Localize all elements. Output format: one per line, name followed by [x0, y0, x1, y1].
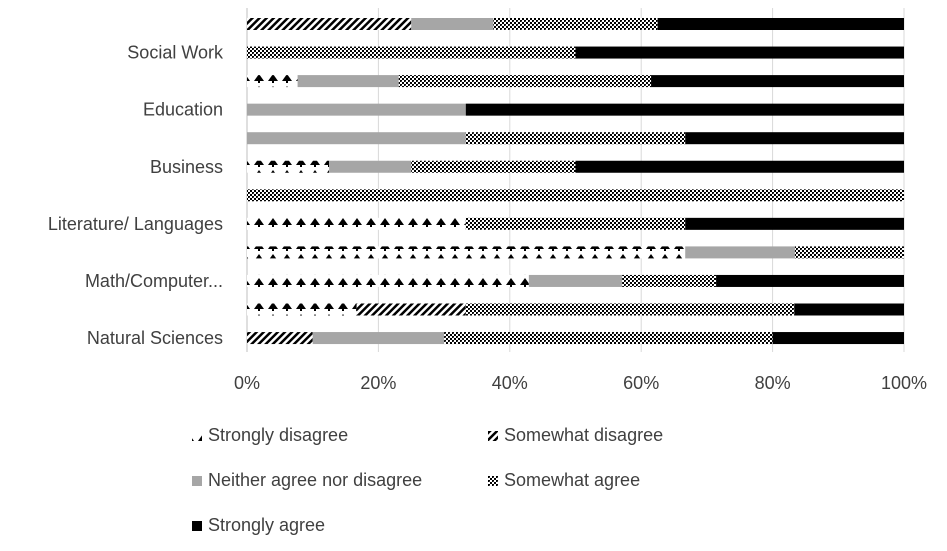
bar-segment-strongly-agree	[657, 18, 904, 30]
bar-segment-strongly-agree	[794, 303, 904, 316]
x-tick-label: 80%	[755, 373, 791, 393]
bar-segment-somewhat-agree	[444, 332, 773, 345]
category-label: Math/Computer...	[85, 271, 223, 291]
bar-segment-neither-agree-nor-disagree	[247, 103, 466, 116]
bar-segment-neither-agree-nor-disagree	[312, 332, 445, 345]
bar-segment-strongly-agree	[651, 75, 904, 88]
legend-swatch	[488, 431, 498, 441]
bar-segment-somewhat-agree	[411, 160, 576, 173]
bar-segment-somewhat-agree	[465, 132, 686, 145]
legend-swatch	[192, 476, 202, 486]
bar-segment-strongly-disagree	[247, 75, 298, 88]
bar-segment-somewhat-agree	[398, 75, 652, 88]
bar-segment-somewhat-agree	[247, 189, 904, 202]
bar-segment-strongly-disagree	[247, 160, 330, 173]
bar-segment-somewhat-agree	[794, 246, 904, 259]
bar-segment-somewhat-agree	[465, 303, 795, 316]
bar-segment-neither-agree-nor-disagree	[528, 274, 623, 287]
x-tick-label: 0%	[234, 373, 260, 393]
bar-segment-strongly-disagree	[247, 217, 466, 230]
bar-segment-strongly-disagree	[247, 246, 686, 259]
legend-label: Somewhat agree	[504, 470, 640, 490]
bar-segment-somewhat-disagree	[247, 332, 313, 345]
bar-segment-strongly-agree	[575, 160, 904, 173]
x-tick-label: 40%	[492, 373, 528, 393]
legend-swatch	[192, 521, 202, 531]
bar-segment-neither-agree-nor-disagree	[297, 75, 399, 88]
legend-swatch	[192, 431, 202, 441]
bar-segment-neither-agree-nor-disagree	[411, 18, 494, 30]
bar-segment-strongly-agree	[575, 46, 904, 59]
bar-segment-somewhat-disagree	[356, 303, 466, 316]
bar-segment-strongly-agree	[685, 217, 904, 230]
bar-segment-strongly-agree	[465, 103, 904, 116]
bar-segment-somewhat-agree	[247, 46, 576, 59]
bar-segment-strongly-agree	[685, 132, 904, 145]
legend-label: Strongly disagree	[208, 425, 348, 445]
bar-segment-somewhat-agree	[493, 18, 658, 30]
bar-segment-somewhat-agree	[465, 217, 686, 230]
bar-segment-strongly-disagree	[247, 274, 529, 287]
bar-segment-somewhat-agree	[622, 274, 717, 287]
legend-label: Somewhat disagree	[504, 425, 663, 445]
legend-label: Neither agree nor disagree	[208, 470, 422, 490]
category-label: Business	[150, 157, 223, 177]
category-label: Education	[143, 100, 223, 120]
bar-segment-neither-agree-nor-disagree	[329, 160, 412, 173]
bar-segment-somewhat-disagree	[247, 18, 412, 30]
legend-swatch	[488, 476, 498, 486]
category-label: Literature/ Languages	[48, 214, 223, 234]
bar-segment-strongly-disagree	[247, 303, 357, 316]
category-label: Natural Sciences	[87, 328, 223, 348]
category-label: Social Work	[127, 43, 224, 63]
bar-segment-neither-agree-nor-disagree	[247, 132, 466, 145]
bar-segment-neither-agree-nor-disagree	[685, 246, 795, 259]
legend-label: Strongly agree	[208, 515, 325, 535]
x-tick-label: 20%	[360, 373, 396, 393]
x-tick-label: 100%	[881, 373, 927, 393]
bar-segment-strongly-agree	[772, 332, 904, 345]
x-tick-label: 60%	[623, 373, 659, 393]
bar-segment-strongly-agree	[716, 274, 904, 287]
